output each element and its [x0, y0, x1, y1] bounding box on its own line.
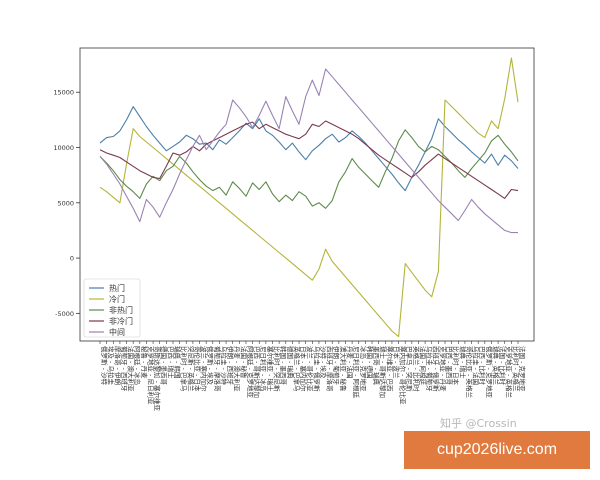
y-tick-label: -5000	[55, 310, 74, 318]
x-tick-label: 瑞典 - 英格兰	[491, 346, 500, 385]
x-tick-label: 澳大利亚 - 秘鲁	[339, 346, 348, 391]
x-tick-label: 比利时 - 英格兰	[511, 346, 520, 392]
x-tick-label: 沙特 - 埃及	[319, 346, 328, 379]
series-line-0	[99, 106, 519, 192]
series-line-3	[99, 120, 519, 199]
x-tick-label: 摩洛哥 - 伊朗	[113, 346, 122, 385]
x-tick-label: 俄罗斯 - 克罗地亚	[485, 346, 494, 398]
x-tick-label: 葡萄牙 - 西班牙	[120, 346, 129, 392]
x-tick-label: 韩国 - 墨西哥	[279, 346, 288, 385]
x-tick-label: 乌拉圭 - 葡萄牙	[425, 346, 434, 392]
x-tick-label: 尼日利亚 - 阿根廷	[352, 346, 361, 398]
x-tick-label: 比利时 - 突尼斯	[273, 346, 282, 392]
plot-area	[79, 47, 535, 342]
x-tick-label: 法国 - 澳大利亚	[127, 346, 136, 392]
x-tick-label: 瑞典 - 瑞士	[458, 346, 467, 379]
series-lines	[99, 57, 519, 338]
x-tick-label: 法国 - 克罗地亚	[518, 346, 527, 392]
x-tick-label: 埃及 - 乌拉圭	[107, 346, 116, 385]
x-tick-label: 哥伦比亚 - 英格兰	[465, 346, 474, 398]
x-tick-label: 巴西 - 墨西哥	[445, 346, 453, 385]
legend-label: 非热门	[109, 305, 133, 315]
x-tick-label: 葡萄牙 - 摩洛哥	[213, 346, 222, 392]
x-tick-label: 秘鲁 - 丹麦	[140, 346, 149, 379]
x-tick-label: 波兰 - 哥伦比亚	[306, 346, 315, 392]
x-tick-label: 瑞士 - 哥斯达黎加	[379, 346, 388, 398]
x-tick-label: 巴西 - 哥斯达黎加	[253, 346, 262, 398]
x-tick-label: 阿根廷 - 冰岛	[133, 346, 142, 385]
x-tick-label: 比利时 - 日本	[452, 346, 461, 385]
x-tick-label: 西班牙 - 摩洛哥	[326, 346, 335, 392]
y-tick-label: 10000	[53, 144, 74, 152]
x-tick-label: 法国 - 比利时	[498, 346, 507, 385]
x-tick-label: 伊朗 - 葡萄牙	[332, 346, 341, 385]
x-tick-label: 塞内加尔 - 哥伦比亚	[399, 346, 408, 405]
x-tick-label: 阿根廷 - 克罗地亚	[246, 346, 255, 398]
x-tick-label: 俄罗斯 - 埃及	[206, 346, 215, 385]
x-tick-label: 伊朗 - 西班牙	[226, 346, 235, 385]
y-tick-label: 5000	[57, 199, 74, 207]
x-tick-label: 英格兰 - 巴拿马	[292, 346, 301, 391]
x-tick-label: 巴西 - 比利时	[478, 346, 487, 385]
x-tick-label: 墨西哥 - 瑞典	[372, 346, 381, 385]
x-tick-label: 哥斯达黎加 - 塞尔维亚	[153, 346, 162, 411]
series-line-1	[99, 57, 519, 338]
series-line-4	[99, 68, 518, 234]
legend-label: 热门	[109, 283, 125, 293]
y-tick-label: 0	[70, 255, 74, 263]
x-tick-label: 瑞典 - 韩国	[173, 346, 182, 378]
x-tick-label: 日本 - 塞内加尔	[299, 346, 308, 392]
legend-label: 冷门	[109, 294, 125, 304]
x-tick-label: 哥伦比亚 - 日本	[193, 346, 202, 392]
x-tick-label: 乌拉圭 - 沙特	[219, 346, 228, 385]
series-line-2	[99, 129, 519, 209]
x-tick-label: 德国 - 瑞典	[286, 346, 295, 379]
x-tick-label: 塞尔维亚 - 瑞士	[266, 346, 275, 392]
x-tick-label: 巴西 - 瑞士	[166, 346, 175, 379]
legend-label: 中间	[109, 327, 125, 337]
x-tick-label: 巴拿马 - 突尼斯	[405, 346, 414, 392]
x-tick-label: 克罗地亚 - 丹麦	[438, 346, 447, 392]
x-tick-label: 乌拉圭 - 法国	[472, 346, 481, 385]
x-tick-label: 乌拉圭 - 俄罗斯	[312, 346, 321, 392]
x-tick-label: 丹麦 - 法国	[345, 346, 354, 378]
x-tick-label: 克罗地亚 - 英格兰	[505, 346, 514, 398]
site-banner[interactable]: cup2026live.com	[404, 431, 590, 469]
x-tick-label: 法国 - 阿根廷	[418, 346, 427, 385]
x-tick-label: 俄罗斯 - 沙特	[100, 346, 109, 385]
watermark: 知乎 @Crossin	[440, 416, 517, 430]
x-tick-label: 德国 - 墨西哥	[160, 346, 169, 385]
x-tick-label: 突尼斯 - 英格兰	[186, 346, 195, 392]
x-tick-label: 塞尔维亚 - 巴西	[385, 346, 394, 392]
x-tick-label: 比利时 - 巴拿马	[180, 346, 189, 391]
y-axis: -5000 0 5000 10000 15000	[53, 89, 80, 318]
x-tick-label: 英格兰 - 比利时	[412, 346, 421, 392]
x-tick-label: 西班牙 - 俄罗斯	[432, 346, 441, 392]
x-tick-label: 波兰 - 塞内加尔	[200, 346, 209, 392]
x-tick-label: 韩国 - 德国	[365, 346, 374, 378]
x-tick-label: 冰岛 - 克罗地亚	[359, 346, 368, 392]
x-tick-label: 法国 - 秘鲁	[239, 346, 248, 378]
x-tick-label: 尼日利亚 - 冰岛	[259, 346, 268, 391]
x-tick-label: 丹麦 - 澳大利亚	[233, 346, 242, 392]
legend-box	[83, 278, 141, 338]
x-tick-label: 克罗地亚 - 尼日利亚	[146, 346, 155, 405]
y-tick-label: 15000	[53, 89, 74, 97]
x-tick-label: 日本 - 波兰	[392, 346, 401, 379]
legend-label: 非冷门	[109, 316, 133, 326]
